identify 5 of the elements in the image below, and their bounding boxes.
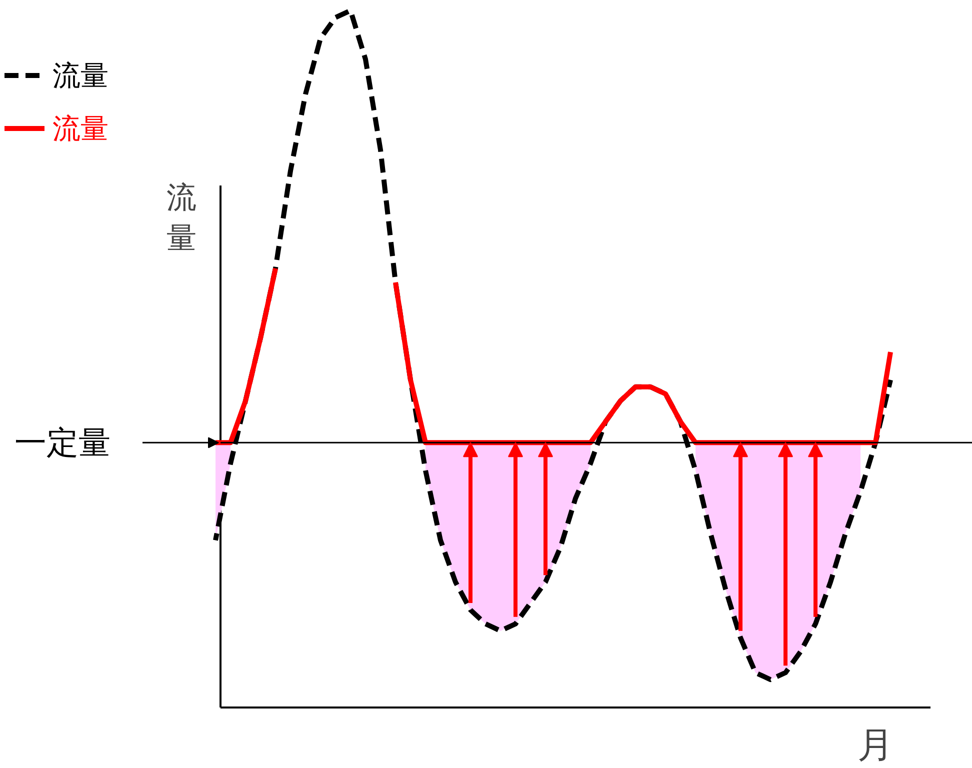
ref-line-label: 一定量 <box>14 424 110 462</box>
legend-label: 流量 <box>52 59 108 92</box>
legend-label: 流量 <box>52 112 108 145</box>
x-axis-title: 月 <box>858 725 894 766</box>
y-axis-title: 流量 <box>166 180 196 256</box>
